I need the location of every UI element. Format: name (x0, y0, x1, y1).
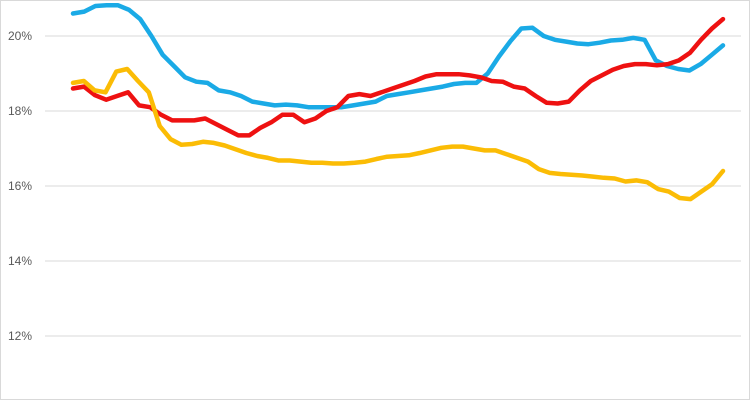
series-line-3 (70, 66, 726, 202)
y-tick-label: 12% (8, 329, 32, 343)
y-tick-label: 20% (8, 29, 32, 43)
y-tick-label: 16% (8, 179, 32, 193)
y-tick-label: 14% (8, 254, 32, 268)
series-line-2 (70, 16, 726, 138)
gridlines (45, 35, 741, 337)
series-line-1 (70, 2, 726, 110)
y-tick-label: 18% (8, 104, 32, 118)
series-lines (70, 2, 726, 202)
y-axis-ticks: 12% 14% 16% 18% 20% (8, 29, 32, 343)
